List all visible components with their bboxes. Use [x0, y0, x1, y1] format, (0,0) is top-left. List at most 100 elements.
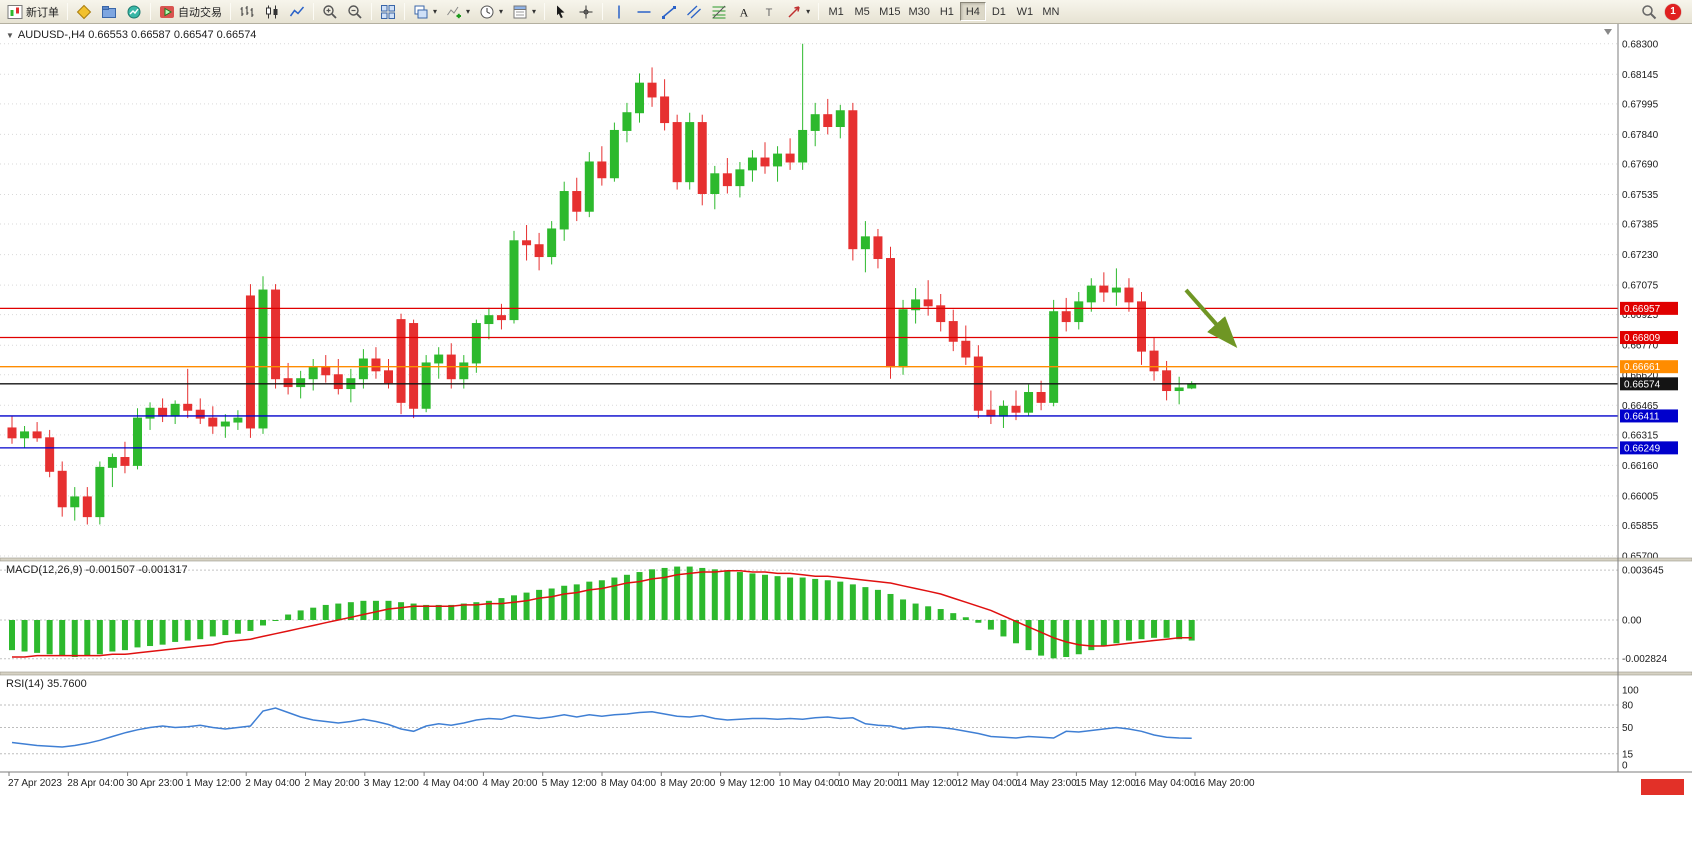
new-order-button[interactable]: 新订单 [3, 1, 63, 22]
candle [45, 437, 55, 472]
candle [409, 323, 419, 409]
autotrading-button[interactable]: 自动交易 [155, 1, 226, 22]
candle [170, 403, 180, 417]
panel-divider[interactable] [0, 557, 1692, 562]
one-click-trading-arrow-icon[interactable]: ▼ [6, 30, 14, 40]
timeframe-W1-button[interactable]: W1 [1012, 2, 1038, 21]
price-axis-label: 0.67995 [1622, 99, 1659, 110]
templates-button[interactable]: ▾ [508, 1, 540, 22]
timeframe-M1-button[interactable]: M1 [823, 2, 849, 21]
chart-window: 0.68300 0.68145 0.67995 0.67840 0.67690 0.675… [0, 24, 1692, 856]
indicators-button[interactable]: ▾ [442, 1, 474, 22]
tile-windows-button[interactable] [376, 1, 400, 22]
timeframe-H4-button[interactable]: H4 [959, 2, 986, 22]
zoom-in-icon [322, 4, 338, 20]
macd-histogram-bar [1063, 620, 1070, 657]
macd-histogram-bar [147, 620, 154, 647]
chart-canvas[interactable]: 0.68300 0.68145 0.67995 0.67840 0.67690 0.675… [0, 24, 1692, 856]
price-tag [1620, 360, 1678, 374]
line-chart-button[interactable] [285, 1, 309, 22]
macd-histogram-bar [410, 603, 417, 620]
candle [998, 405, 1008, 417]
trend-arrow-annotation[interactable] [1184, 288, 1238, 348]
chevron-down-icon[interactable]: ▾ [466, 6, 471, 16]
red-indicator [1641, 779, 1684, 795]
crosshair-tool-button[interactable] [574, 1, 598, 22]
macd-histogram-bar [812, 578, 819, 620]
macd-histogram-bar [322, 604, 329, 620]
bar-chart-button[interactable] [235, 1, 259, 22]
timeframe-MN-button[interactable]: MN [1038, 2, 1064, 21]
arrows-tool-button[interactable]: ▾ [782, 1, 814, 22]
rsi-axis-label: 50 [1622, 723, 1634, 734]
candle [1174, 387, 1184, 392]
chart-shift-marker[interactable] [1604, 29, 1612, 35]
macd-histogram-bar [1163, 620, 1170, 638]
price-tag-label: 0.66809 [1624, 333, 1661, 344]
candle [195, 409, 205, 419]
time-axis-label: 8 May 20:00 [660, 778, 715, 789]
zoom-out-button[interactable] [343, 1, 367, 22]
periods-button[interactable]: ▾ [475, 1, 507, 22]
candle [1011, 405, 1021, 413]
macd-histogram-bar [335, 603, 342, 620]
rsi-line [11, 707, 1192, 748]
candle [898, 309, 908, 368]
search-icon[interactable] [1641, 4, 1657, 20]
toolbar-separator [67, 3, 68, 20]
candle [948, 321, 958, 342]
price-tag-label: 0.66411 [1624, 411, 1660, 422]
macd-histogram-bar [184, 620, 191, 641]
timeframe-H1-button[interactable]: H1 [934, 2, 960, 21]
macd-histogram-bar [1088, 620, 1095, 651]
chevron-down-icon[interactable]: ▾ [433, 6, 438, 16]
macd-histogram-bar [260, 620, 266, 626]
trendline-tool-button[interactable] [657, 1, 681, 22]
macd-histogram-bar [862, 587, 869, 620]
arrange-windows-button[interactable]: ▾ [409, 1, 441, 22]
chevron-down-icon[interactable]: ▾ [532, 6, 537, 16]
timeframe-M15-button[interactable]: M15 [875, 2, 904, 21]
indicators-icon [446, 4, 462, 20]
market-watch-button[interactable] [122, 1, 146, 22]
price-axis-label: 0.66620 [1622, 370, 1659, 381]
candle [271, 289, 281, 380]
chevron-down-icon[interactable]: ▾ [806, 6, 811, 16]
metaeditor-icon [76, 4, 92, 20]
timeframe-M30-button[interactable]: M30 [904, 2, 933, 21]
price-axis-label: 0.66315 [1622, 430, 1659, 441]
price-axis-label: 0.66925 [1622, 310, 1659, 321]
cursor-tool-button[interactable] [549, 1, 573, 22]
profiles-button[interactable] [97, 1, 121, 22]
macd-histogram-bar [34, 620, 41, 653]
vertical-line-tool-button[interactable] [607, 1, 631, 22]
candle [1036, 391, 1046, 403]
horizontal-line-tool-button[interactable] [632, 1, 656, 22]
macd-histogram-bar [222, 620, 229, 636]
candle [936, 305, 946, 323]
candlestick-chart-button[interactable] [260, 1, 284, 22]
candle [120, 457, 130, 466]
macd-histogram-bar [724, 570, 731, 620]
chevron-down-icon[interactable]: ▾ [499, 6, 504, 16]
metaeditor-button[interactable] [72, 1, 96, 22]
timeframe-M5-button[interactable]: M5 [849, 2, 875, 21]
trendline-icon [661, 4, 677, 20]
panel-divider[interactable] [0, 671, 1692, 676]
macd-histogram-bar [360, 600, 367, 620]
macd-histogram-bar [874, 589, 881, 620]
macd-histogram-bar [1075, 620, 1082, 655]
candle [597, 161, 607, 179]
zoom-in-button[interactable] [318, 1, 342, 22]
text-label-tool-button[interactable] [757, 1, 781, 22]
channel-tool-button[interactable] [682, 1, 706, 22]
candle [547, 228, 557, 258]
price-axis-label: 0.66770 [1622, 341, 1659, 352]
fibonacci-tool-button[interactable] [707, 1, 731, 22]
candle [798, 129, 808, 163]
notification-badge[interactable]: 1 [1665, 3, 1681, 20]
candle [697, 122, 707, 195]
vertical-line-icon [611, 4, 627, 20]
timeframe-D1-button[interactable]: D1 [986, 2, 1012, 21]
text-tool-button[interactable] [732, 1, 756, 22]
